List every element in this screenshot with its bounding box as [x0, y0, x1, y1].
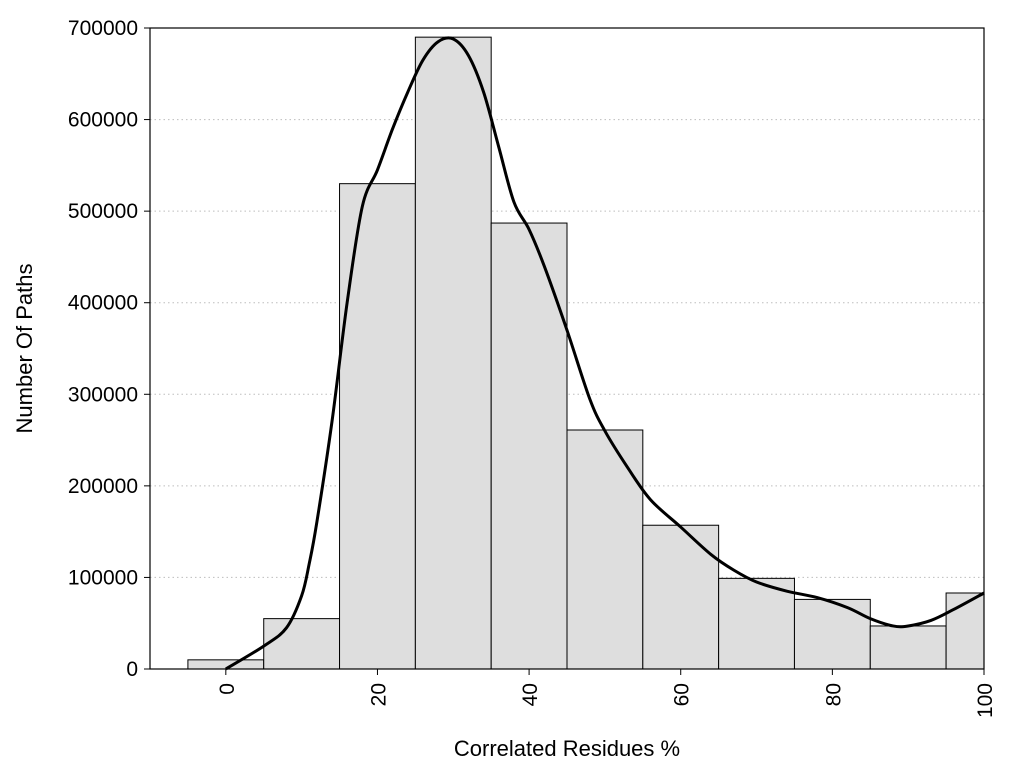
histogram-bar — [566, 429, 644, 670]
y-tick-label: 500000 — [68, 200, 138, 223]
y-tick-label: 100000 — [68, 566, 138, 589]
x-tick-label: 40 — [519, 683, 542, 706]
histogram-bar — [718, 577, 795, 670]
x-tick-label: 60 — [671, 683, 694, 706]
y-axis-title: Number Of Paths — [12, 264, 37, 434]
y-tick-label: 0 — [126, 658, 138, 681]
histogram-bar — [339, 183, 416, 670]
histogram-bar — [793, 598, 871, 670]
histogram-bar — [414, 36, 492, 670]
y-tick-label: 600000 — [68, 109, 138, 132]
y-tick-label: 400000 — [68, 292, 138, 315]
y-tick-label: 300000 — [68, 383, 138, 406]
x-tick-label: 80 — [822, 683, 845, 706]
y-tick-label: 200000 — [68, 475, 138, 498]
x-axis-title: Correlated Residues % — [454, 736, 680, 761]
x-tick-label: 100 — [974, 683, 997, 718]
x-tick-label: 20 — [367, 683, 390, 706]
density-curve-group — [225, 36, 985, 671]
plot-frame — [149, 27, 985, 670]
y-tick-label: 700000 — [68, 17, 138, 40]
histogram-bar — [263, 618, 341, 670]
density-curve — [225, 36, 985, 671]
histogram-bar — [490, 222, 568, 670]
histogram-bar — [642, 524, 720, 670]
x-axis: 0 20 40 60 80 100 — [216, 669, 997, 718]
y-axis: 0 100000 200000 300000 400000 500000 600000 700… — [68, 17, 150, 681]
x-tick-label: 0 — [216, 683, 239, 695]
histogram-bar — [869, 625, 947, 670]
